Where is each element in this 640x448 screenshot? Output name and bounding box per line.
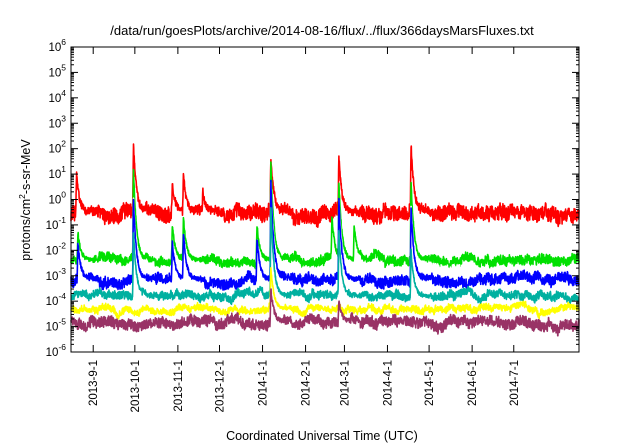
chart-title: /data/run/goesPlots/archive/2014-08-16/f…: [110, 23, 534, 38]
y-tick-label: 10-2: [46, 240, 67, 257]
y-tick-base: 10: [48, 42, 61, 54]
x-tick-label: 2014-3-1: [339, 360, 351, 406]
y-tick-exponent: 0: [61, 190, 66, 200]
y-tick-label: 105: [48, 62, 66, 79]
y-tick-label: 104: [48, 88, 66, 105]
y-tick-label: 101: [48, 164, 66, 181]
x-tick-label: 2013-9-1: [88, 360, 100, 406]
x-tick-label: 2013-11-1: [173, 360, 185, 412]
y-axis-label: protons/cm2-s-sr-MeV: [17, 139, 33, 261]
x-axis-label: Coordinated Universal Time (UTC): [226, 429, 418, 443]
y-tick-base: 10: [48, 169, 61, 181]
y-tick-label: 106: [48, 37, 66, 54]
y-tick-base: 10: [48, 195, 61, 207]
y-tick-exponent: 1: [61, 164, 66, 174]
y-axis: 10610510410310210110010-110-210-310-410-…: [46, 37, 579, 359]
series-line: [70, 288, 580, 337]
y-tick-exponent: -1: [58, 215, 66, 225]
series-line: [70, 179, 580, 291]
x-tick-label: 2013-12-1: [215, 360, 227, 412]
y-tick-label: 103: [48, 113, 66, 130]
y-tick-exponent: 4: [61, 88, 66, 98]
y-axis-label-sup: 2: [17, 194, 27, 199]
y-tick-exponent: -5: [58, 317, 66, 327]
y-tick-exponent: 5: [61, 62, 66, 72]
x-tick-label: 2014-7-1: [509, 360, 521, 406]
y-tick-base: 10: [48, 67, 61, 79]
y-tick-base: 10: [46, 322, 59, 334]
x-tick-label: 2014-5-1: [424, 360, 436, 406]
y-tick-exponent: -4: [58, 291, 66, 301]
y-tick-exponent: 3: [61, 113, 66, 123]
y-tick-base: 10: [46, 220, 59, 232]
y-tick-exponent: -3: [58, 266, 66, 276]
y-tick-exponent: 2: [61, 139, 66, 149]
y-tick-base: 10: [46, 347, 59, 359]
series-line: [70, 161, 580, 271]
y-tick-base: 10: [46, 245, 59, 257]
y-tick-exponent: -6: [58, 342, 66, 352]
y-tick-label: 100: [48, 190, 66, 207]
x-tick-label: 2014-2-1: [301, 360, 313, 406]
y-tick-label: 102: [48, 139, 66, 156]
y-tick-label: 10-3: [46, 266, 67, 283]
y-tick-label: 10-4: [46, 291, 67, 308]
y-tick-exponent: 6: [61, 37, 66, 47]
x-tick-label: 2014-4-1: [382, 360, 394, 406]
y-tick-base: 10: [48, 93, 61, 105]
y-axis-label-prefix: protons/cm: [19, 199, 33, 261]
series-layer: [70, 143, 580, 337]
x-tick-label: 2013-10-1: [130, 360, 142, 412]
series-line: [70, 181, 580, 282]
x-axis: 2013-9-1 2013-10-1 2013-11-1 2013-12-1 2014-…: [88, 47, 521, 412]
y-axis-label-suffix: -s-sr-MeV: [19, 139, 33, 195]
y-tick-label: 10-1: [46, 215, 67, 232]
series-line: [70, 266, 580, 320]
y-tick-label: 10-5: [46, 317, 67, 334]
y-tick-base: 10: [46, 296, 59, 308]
y-tick-exponent: -2: [58, 240, 66, 250]
y-tick-base: 10: [48, 118, 61, 130]
y-tick-base: 10: [46, 271, 59, 283]
series-line: [70, 207, 580, 307]
x-tick-label: 2014-6-1: [467, 360, 479, 406]
y-tick-label: 10-6: [46, 342, 67, 359]
x-tick-label: 2014-1-1: [258, 360, 270, 406]
series-line: [70, 143, 580, 228]
y-tick-base: 10: [48, 144, 61, 156]
